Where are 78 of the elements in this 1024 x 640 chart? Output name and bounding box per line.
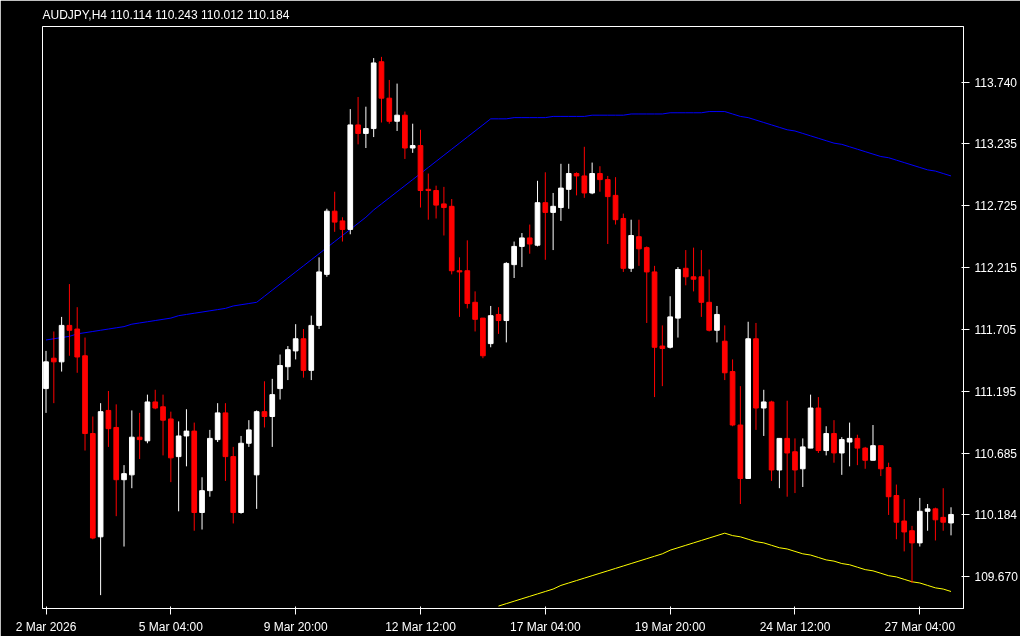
candlestick	[160, 394, 166, 456]
y-tick-label: 110.685	[974, 447, 1018, 462]
candlestick	[363, 106, 369, 149]
candlestick	[495, 306, 502, 335]
candlestick	[877, 445, 884, 477]
candlestick	[105, 390, 112, 448]
candlestick	[558, 163, 564, 222]
candlestick	[940, 487, 947, 532]
candlestick	[924, 503, 931, 532]
candlestick	[550, 192, 556, 251]
candlestick	[433, 185, 439, 219]
candlestick	[183, 408, 190, 467]
candlestick	[604, 175, 611, 245]
candlestick	[589, 162, 595, 195]
x-tick-label: 2 Mar 2026	[15, 619, 77, 634]
y-tick-label: 113.235	[974, 137, 1018, 152]
x-tick-label: 12 Mar 12:00	[385, 619, 457, 634]
candlestick	[714, 305, 720, 343]
candlestick	[472, 290, 478, 332]
candlestick	[526, 224, 533, 255]
candlestick	[597, 165, 603, 193]
x-tick-label: 24 Mar 12:00	[759, 619, 831, 634]
candlestick	[838, 436, 845, 476]
y-tick-label: 112.725	[974, 199, 1018, 214]
candlestick	[542, 171, 549, 261]
x-tick-label: 19 Mar 20:00	[634, 619, 706, 634]
x-tick-label: 17 Mar 04:00	[509, 619, 582, 634]
y-tick-label: 111.195	[974, 385, 1017, 400]
candlestick	[932, 507, 939, 541]
candlestick	[581, 146, 588, 199]
candlestick	[386, 79, 393, 125]
line-series	[498, 532, 952, 607]
candlestick	[425, 173, 432, 221]
candlestick	[261, 380, 268, 428]
candlestick	[573, 171, 580, 196]
y-tick-label: 110.184	[974, 507, 1018, 522]
candlestick	[175, 420, 182, 512]
candlestick	[854, 434, 861, 466]
candlestick	[870, 424, 876, 461]
y-tick-label: 113.740	[974, 75, 1018, 90]
candlestick	[355, 96, 361, 145]
x-tick-label: 9 Mar 20:00	[263, 619, 329, 634]
candlestick	[799, 437, 806, 488]
candlestick	[792, 437, 798, 494]
candlestick	[277, 354, 283, 401]
y-tick-label: 109.670	[974, 570, 1019, 585]
x-tick-label: 27 Mar 04:00	[884, 619, 956, 634]
candlestick	[846, 422, 853, 467]
candlestick	[50, 330, 57, 404]
x-tick-label: 5 Mar 04:00	[138, 619, 204, 634]
candlestick	[760, 389, 767, 437]
candlestick	[511, 241, 517, 279]
candlestick	[682, 249, 689, 286]
candlestick	[909, 525, 915, 584]
candlestick	[121, 464, 127, 548]
candlestick	[292, 323, 299, 360]
candlestick	[565, 163, 572, 210]
candlestick	[784, 400, 791, 498]
candlestick	[269, 378, 276, 448]
candlestick	[66, 283, 73, 357]
candlestick	[409, 123, 416, 154]
candlestick	[136, 412, 143, 460]
candlestick	[831, 419, 837, 464]
candlestick	[823, 425, 830, 456]
chart-title: AUDJPY,H4 110.114 110.243 110.012 110.184	[42, 7, 290, 22]
candlestick	[285, 345, 291, 381]
candlestick	[636, 219, 642, 267]
y-tick-label: 111.705	[974, 323, 1017, 338]
candlestick	[456, 256, 463, 318]
candlestick	[394, 83, 400, 132]
candlestick	[519, 232, 525, 268]
candlestick	[948, 506, 954, 536]
line-series	[45, 111, 952, 341]
candlestick	[901, 498, 908, 552]
candlestick	[199, 476, 205, 531]
candlestick	[441, 186, 447, 236]
candlestick	[246, 419, 252, 448]
y-tick-label: 112.215	[974, 261, 1018, 276]
